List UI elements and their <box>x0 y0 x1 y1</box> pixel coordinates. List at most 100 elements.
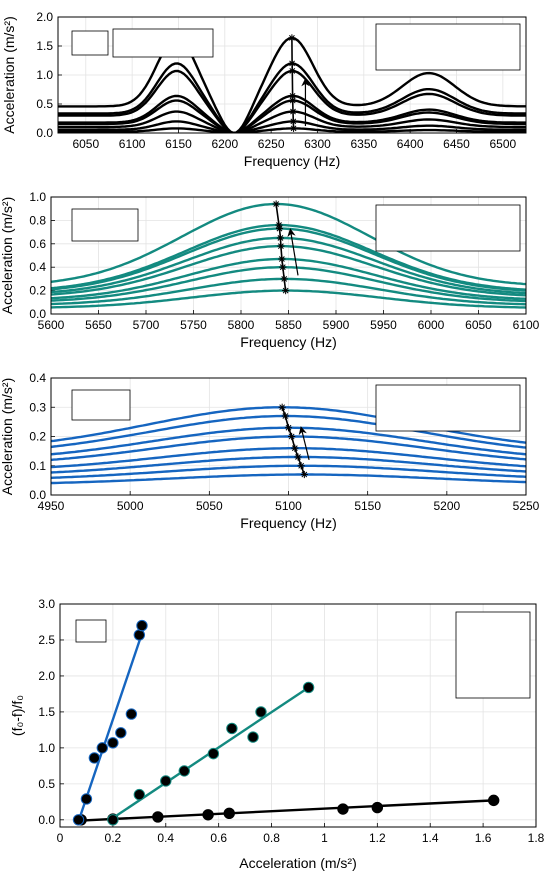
x-tick-label: 0.6 <box>210 831 227 845</box>
x-tick-label: 6300 <box>304 137 331 151</box>
x-tick-label: 5100 <box>275 499 302 513</box>
fit-line-control <box>81 799 494 822</box>
data-point-rca <box>136 619 148 632</box>
peak-marker <box>289 96 297 105</box>
peak-marker <box>279 263 287 271</box>
axes-frame <box>50 196 527 315</box>
legend-box <box>71 208 139 242</box>
y-tick-label: 1.0 <box>36 68 53 82</box>
peak-marker <box>278 403 286 411</box>
peak-marker <box>272 200 280 208</box>
peak-marker <box>277 242 285 250</box>
x-tick-label: 1.4 <box>422 831 439 845</box>
x-tick-label: 1.6 <box>475 831 492 845</box>
peak-marker <box>282 287 290 295</box>
peak-marker <box>289 117 297 125</box>
response-curve <box>51 257 526 300</box>
shift-arrow-icon <box>298 426 310 461</box>
y-tick-label: 0.2 <box>29 430 46 444</box>
data-point-srca <box>178 765 190 777</box>
y-tick-label: 0.1 <box>29 459 46 473</box>
x-tick-label: 5650 <box>85 318 112 332</box>
annotation-box <box>375 23 521 71</box>
response-curve <box>51 266 526 303</box>
x-tick-label: 0.2 <box>105 831 122 845</box>
y-tick-label: 0.6 <box>29 237 46 251</box>
x-tick-label: 0.8 <box>263 831 280 845</box>
x-tick-label: 1.8 <box>528 831 545 845</box>
x-tick-label: 1 <box>321 831 328 845</box>
x-axis-label: Frequency (Hz) <box>244 153 340 169</box>
y-axis-label: Acceleration (m/s²) <box>0 378 15 495</box>
y-axis-label: (f₀-f)/f₀ <box>9 695 25 736</box>
y-tick-label: 0.0 <box>36 126 53 140</box>
x-tick-label: 0.4 <box>157 831 174 845</box>
axes-frame <box>50 377 527 496</box>
panel-srca: 5600 5650 5700 5750 5800 5850 5900 5950 6000 6050… <box>0 190 540 350</box>
peak-marker <box>297 462 305 470</box>
x-tick-label: 5200 <box>433 499 460 513</box>
response-curve <box>51 223 526 291</box>
x-tick-label: 5250 <box>513 499 540 513</box>
x-tick-label: 1.2 <box>369 831 386 845</box>
panel-scatter: 0 0.2 0.4 0.6 0.8 1 1.2 1.4 1.6 1.8 0.0 0.5 1.0 1.5 2.… <box>9 597 545 871</box>
y-axis-label: Acceleration (m/s²) <box>1 16 17 133</box>
peak-marker <box>291 444 299 452</box>
data-point-rca <box>125 708 138 720</box>
response-curve <box>51 244 526 297</box>
x-tick-label: 5800 <box>228 318 255 332</box>
x-tick-label: 6250 <box>258 137 285 151</box>
x-tick-label: 6100 <box>513 318 540 332</box>
x-tick-label: 6350 <box>350 137 377 151</box>
peak-marker <box>288 34 296 42</box>
annotation-box <box>375 384 521 432</box>
x-tick-label: 5850 <box>275 318 302 332</box>
x-tick-label: 4950 <box>38 499 65 513</box>
peak-marker <box>294 453 302 461</box>
x-tick-label: 5900 <box>323 318 350 332</box>
y-tick-label: 0.5 <box>36 97 53 111</box>
data-point-rca <box>72 814 85 826</box>
data-point-srca <box>207 747 220 760</box>
scatter-layer <box>72 619 500 826</box>
y-axis-label: Acceleration (m/s²) <box>0 197 15 314</box>
panel-control: 6050 6100 6150 6200 6250 6300 6350 6400 6450 6500… <box>1 10 527 169</box>
x-tick-label: 5150 <box>354 499 381 513</box>
data-point-control <box>152 811 164 823</box>
x-tick-label: 5750 <box>180 318 207 332</box>
data-point-srca <box>107 814 119 826</box>
legend-box <box>71 389 131 421</box>
axes-frame <box>57 16 527 134</box>
x-axis-label: Acceleration (m/s²) <box>239 855 356 871</box>
x-tick-label: 5700 <box>133 318 160 332</box>
panel-rca: 4950 5000 5050 5100 5150 5200 5250 0.0 0.1 0.2 0.3… <box>0 371 540 531</box>
x-tick-label: 6000 <box>418 318 445 332</box>
x-tick-label: 6100 <box>119 137 146 151</box>
response-curve <box>51 455 526 474</box>
x-tick-label: 6150 <box>165 137 192 151</box>
y-tick-label: 3.0 <box>38 597 55 611</box>
data-point-rca <box>80 793 93 805</box>
panel-label-box <box>71 30 109 56</box>
response-curve <box>51 473 526 485</box>
response-curve <box>51 277 526 306</box>
peak-marker <box>289 107 297 116</box>
x-tick-label: 5950 <box>370 318 397 332</box>
x-tick-label: 6500 <box>489 137 516 151</box>
data-point-srca <box>133 788 146 801</box>
peak-marker <box>300 470 308 479</box>
x-tick-label: 6400 <box>397 137 424 151</box>
panel-label-box <box>75 619 107 643</box>
x-tick-label: 6050 <box>465 318 492 332</box>
response-curve <box>51 202 526 286</box>
y-tick-label: 0.3 <box>29 400 46 414</box>
y-tick-label: 2.0 <box>38 669 55 683</box>
data-point-rca <box>133 629 146 641</box>
data-point-srca <box>255 706 267 718</box>
peak-marker <box>288 59 296 67</box>
data-point-srca <box>247 731 259 743</box>
response-curve <box>51 447 526 469</box>
fit-line-rca <box>77 625 146 822</box>
y-tick-label: 2.0 <box>36 10 53 24</box>
x-tick-label: 5600 <box>38 318 65 332</box>
